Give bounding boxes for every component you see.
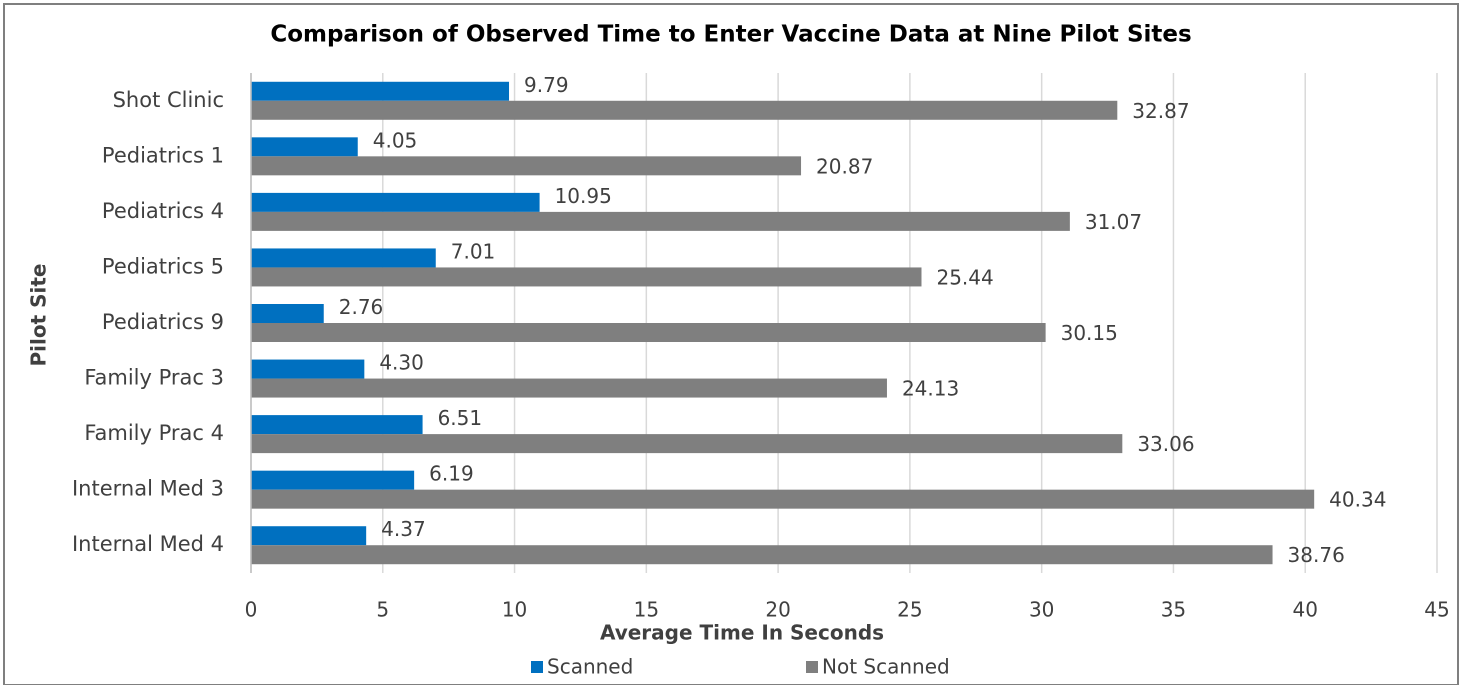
legend-label: Scanned xyxy=(547,655,633,679)
x-tick-label: 40 xyxy=(1292,598,1317,622)
data-label: 4.05 xyxy=(373,128,418,152)
x-axis-title: Average Time In Seconds xyxy=(600,621,884,645)
data-label: 6.51 xyxy=(438,406,483,430)
bar xyxy=(251,100,1118,120)
y-tick-label: Pediatrics 1 xyxy=(102,143,224,167)
x-tick-label: 20 xyxy=(765,598,790,622)
bar xyxy=(251,192,540,212)
bar xyxy=(251,304,324,323)
data-label: 33.06 xyxy=(1137,432,1194,456)
bar xyxy=(251,415,423,435)
bar xyxy=(251,267,922,287)
y-axis-title: Pilot Site xyxy=(27,263,51,366)
x-tick-label: 0 xyxy=(245,598,258,622)
y-tick-label: Internal Med 3 xyxy=(72,477,224,501)
data-label: 20.87 xyxy=(816,154,873,178)
x-tick-label: 5 xyxy=(376,598,389,622)
bar xyxy=(251,156,802,176)
data-label: 31.07 xyxy=(1085,210,1142,234)
data-label: 38.76 xyxy=(1288,543,1345,567)
x-tick-label: 25 xyxy=(897,598,922,622)
x-tick-label: 30 xyxy=(1029,598,1054,622)
y-tick-label: Family Prac 4 xyxy=(84,421,224,445)
y-tick-label: Internal Med 4 xyxy=(72,532,224,556)
data-label: 30.15 xyxy=(1061,321,1118,345)
data-label: 10.95 xyxy=(555,184,612,208)
data-label: 7.01 xyxy=(451,239,496,263)
data-label: 25.44 xyxy=(936,265,993,289)
bar xyxy=(251,137,358,157)
bar xyxy=(251,489,1315,509)
bar xyxy=(251,470,415,490)
data-label: 9.79 xyxy=(524,73,569,97)
chart-title: Comparison of Observed Time to Enter Vac… xyxy=(270,22,1191,48)
bar xyxy=(251,378,887,398)
bar xyxy=(251,81,510,101)
data-label: 40.34 xyxy=(1329,488,1386,512)
bar xyxy=(251,248,436,268)
bar xyxy=(251,359,365,379)
bar xyxy=(251,526,367,546)
data-label: 4.30 xyxy=(379,351,424,375)
bar xyxy=(251,434,1123,454)
y-tick-label: Family Prac 3 xyxy=(84,366,224,390)
bar xyxy=(251,545,1273,565)
data-label: 4.37 xyxy=(381,517,426,541)
x-tick-label: 45 xyxy=(1424,598,1449,622)
data-label: 24.13 xyxy=(902,377,959,401)
legend-swatch xyxy=(531,661,543,673)
y-tick-label: Pediatrics 4 xyxy=(102,199,224,223)
y-tick-label: Shot Clinic xyxy=(113,88,224,112)
x-tick-label: 10 xyxy=(502,598,527,622)
bar xyxy=(251,211,1070,231)
data-label: 6.19 xyxy=(429,462,474,486)
x-tick-label: 35 xyxy=(1161,598,1186,622)
legend-label: Not Scanned xyxy=(822,655,950,679)
data-label: 32.87 xyxy=(1132,99,1189,123)
y-tick-label: Pediatrics 5 xyxy=(102,254,224,278)
legend-swatch xyxy=(806,661,818,673)
data-label: 2.76 xyxy=(339,295,384,319)
bar xyxy=(251,323,1046,342)
y-tick-label: Pediatrics 9 xyxy=(102,310,224,334)
x-tick-label: 15 xyxy=(634,598,659,622)
